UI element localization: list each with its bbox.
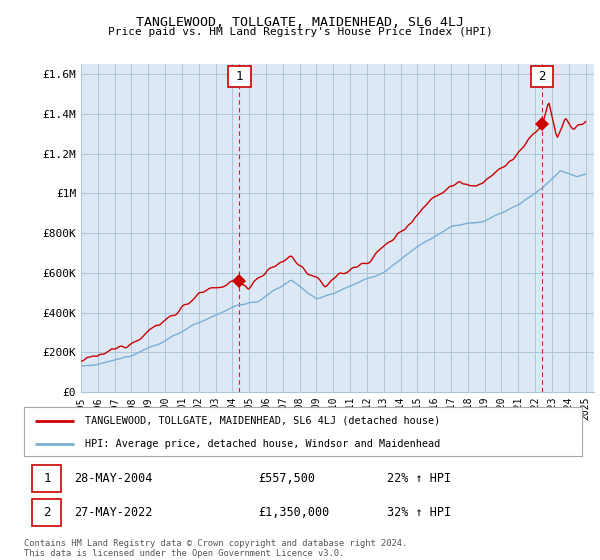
Text: £1,350,000: £1,350,000 (259, 506, 329, 519)
Text: 1: 1 (236, 70, 243, 83)
Text: TANGLEWOOD, TOLLGATE, MAIDENHEAD, SL6 4LJ: TANGLEWOOD, TOLLGATE, MAIDENHEAD, SL6 4L… (136, 16, 464, 29)
FancyBboxPatch shape (32, 465, 61, 492)
Text: Price paid vs. HM Land Registry's House Price Index (HPI): Price paid vs. HM Land Registry's House … (107, 27, 493, 38)
Text: 27-MAY-2022: 27-MAY-2022 (74, 506, 152, 519)
FancyBboxPatch shape (32, 499, 61, 526)
Text: Contains HM Land Registry data © Crown copyright and database right 2024.
This d: Contains HM Land Registry data © Crown c… (24, 539, 407, 558)
Text: 2: 2 (43, 506, 50, 519)
Text: 1: 1 (43, 472, 50, 484)
FancyBboxPatch shape (531, 66, 553, 87)
Text: £557,500: £557,500 (259, 472, 316, 484)
FancyBboxPatch shape (228, 66, 251, 87)
Text: TANGLEWOOD, TOLLGATE, MAIDENHEAD, SL6 4LJ (detached house): TANGLEWOOD, TOLLGATE, MAIDENHEAD, SL6 4L… (85, 416, 440, 426)
Text: 32% ↑ HPI: 32% ↑ HPI (387, 506, 451, 519)
Text: HPI: Average price, detached house, Windsor and Maidenhead: HPI: Average price, detached house, Wind… (85, 439, 440, 449)
Text: 2: 2 (538, 70, 546, 83)
Text: 28-MAY-2004: 28-MAY-2004 (74, 472, 152, 484)
Text: 22% ↑ HPI: 22% ↑ HPI (387, 472, 451, 484)
